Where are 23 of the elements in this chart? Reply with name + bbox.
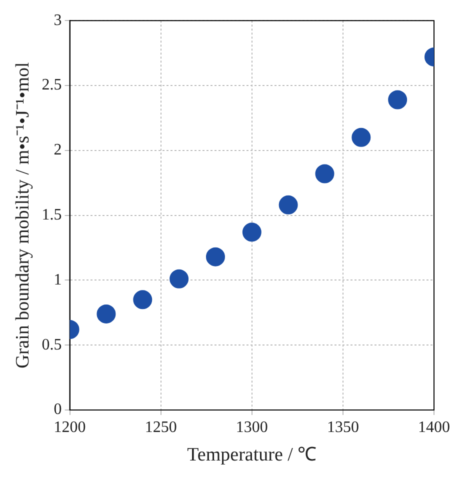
point xyxy=(133,290,152,310)
point xyxy=(242,222,262,242)
point xyxy=(278,195,298,214)
y-axis-title: Grain boundary mobility / m•s⁻¹•J⁻¹•mol xyxy=(12,62,34,368)
x-tick-label: 1350 xyxy=(326,418,359,436)
point xyxy=(352,128,371,147)
x-tick-label: 1250 xyxy=(144,418,177,436)
y-tick-label: 0.5 xyxy=(42,336,62,354)
point xyxy=(315,164,334,184)
y-tick-label: 3 xyxy=(54,12,62,29)
point xyxy=(96,304,116,324)
y-tick-label: 1 xyxy=(54,271,62,288)
y-tick-label: 0 xyxy=(54,401,62,418)
y-tick-label: 2 xyxy=(54,142,62,159)
point xyxy=(206,247,225,266)
x-tick-label: 1400 xyxy=(418,418,450,436)
y-tick-label: 1.5 xyxy=(42,206,62,224)
y-tick-label: 2.5 xyxy=(42,76,62,94)
x-axis-title: Temperature / ℃ xyxy=(187,444,317,466)
x-tick-label: 1200 xyxy=(54,418,86,436)
x-tick-label: 1300 xyxy=(236,418,268,436)
point xyxy=(388,90,408,110)
point xyxy=(170,269,189,288)
